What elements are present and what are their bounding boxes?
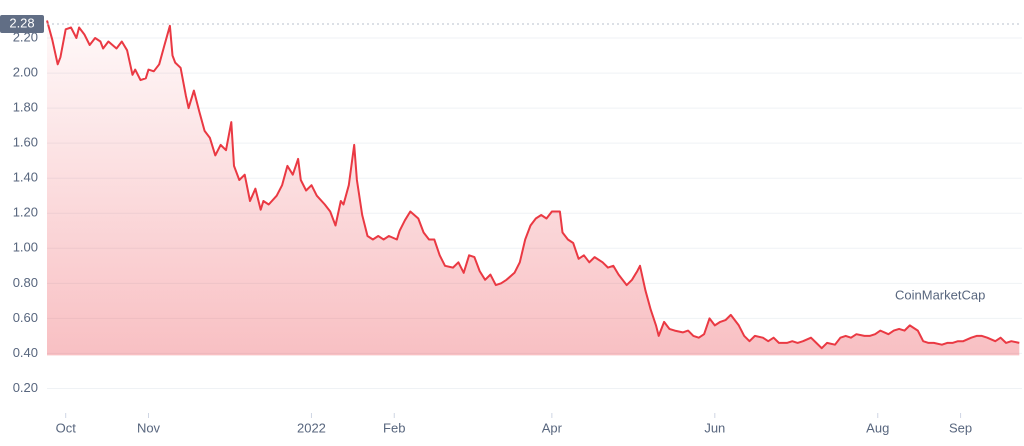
- x-tick-label: Aug: [866, 420, 889, 435]
- x-tick-label: Apr: [542, 420, 563, 435]
- x-tick-label: Sep: [949, 420, 972, 435]
- y-tick-label: 2.00: [13, 65, 38, 80]
- x-tick-label: Jun: [704, 420, 725, 435]
- watermark: CoinMarketCap: [895, 287, 985, 302]
- y-tick-label: 0.20: [13, 380, 38, 395]
- y-tick-label: 1.40: [13, 170, 38, 185]
- y-tick-label: 0.80: [13, 275, 38, 290]
- y-tick-label: 1.20: [13, 205, 38, 220]
- x-tick-label: Oct: [56, 420, 77, 435]
- price-badge: 2.28: [9, 15, 34, 30]
- y-tick-label: 2.20: [13, 29, 38, 44]
- y-tick-label: 1.80: [13, 100, 38, 115]
- y-tick-label: 1.60: [13, 135, 38, 150]
- y-tick-label: 1.00: [13, 240, 38, 255]
- y-tick-label: 0.40: [13, 345, 38, 360]
- price-badge-bg: [0, 15, 44, 34]
- y-tick-label: 0.60: [13, 310, 38, 325]
- x-tick-label: Feb: [383, 420, 405, 435]
- x-tick-label: Nov: [137, 420, 161, 435]
- price-area: [47, 20, 1020, 356]
- x-tick-label: 2022: [297, 420, 326, 435]
- price-line: [46, 20, 1020, 350]
